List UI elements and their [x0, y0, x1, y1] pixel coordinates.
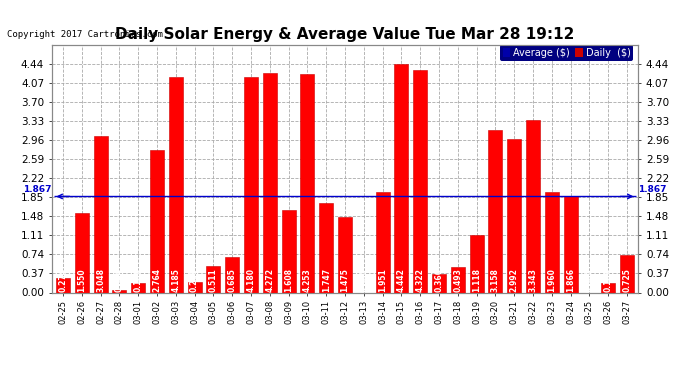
- Bar: [244, 77, 258, 292]
- Text: 0.366: 0.366: [435, 268, 444, 292]
- Text: 0.208: 0.208: [190, 268, 199, 292]
- Bar: [451, 267, 465, 292]
- Bar: [413, 70, 427, 292]
- Bar: [112, 290, 126, 292]
- Text: 0.000: 0.000: [585, 268, 594, 292]
- Text: 2.992: 2.992: [510, 268, 519, 292]
- Text: 0.511: 0.511: [209, 268, 218, 292]
- Text: 1.118: 1.118: [472, 268, 481, 292]
- Text: 4.322: 4.322: [415, 268, 424, 292]
- Bar: [469, 235, 484, 292]
- Text: 0.186: 0.186: [134, 268, 143, 292]
- Bar: [507, 138, 521, 292]
- Text: 0.725: 0.725: [622, 268, 631, 292]
- Bar: [564, 196, 578, 292]
- Text: 1.550: 1.550: [77, 268, 86, 292]
- Bar: [601, 283, 615, 292]
- Bar: [432, 274, 446, 292]
- Text: 3.343: 3.343: [529, 268, 538, 292]
- Legend: Average ($), Daily  ($): Average ($), Daily ($): [500, 45, 633, 61]
- Bar: [94, 136, 108, 292]
- Text: 3.048: 3.048: [96, 268, 105, 292]
- Text: 1.960: 1.960: [547, 268, 556, 292]
- Bar: [300, 74, 315, 292]
- Bar: [282, 210, 295, 292]
- Text: Copyright 2017 Cartronics.com: Copyright 2017 Cartronics.com: [7, 30, 163, 39]
- Bar: [56, 278, 70, 292]
- Bar: [395, 64, 408, 292]
- Bar: [75, 213, 89, 292]
- Bar: [544, 192, 559, 292]
- Text: 0.685: 0.685: [228, 268, 237, 292]
- Bar: [263, 73, 277, 292]
- Text: 4.180: 4.180: [246, 268, 255, 292]
- Text: 0.274: 0.274: [59, 268, 68, 292]
- Text: 4.253: 4.253: [303, 268, 312, 292]
- Bar: [526, 120, 540, 292]
- Bar: [131, 283, 146, 292]
- Bar: [489, 130, 502, 292]
- Title: Daily Solar Energy & Average Value Tue Mar 28 19:12: Daily Solar Energy & Average Value Tue M…: [115, 27, 575, 42]
- Text: 1.951: 1.951: [378, 268, 387, 292]
- Text: 1.866: 1.866: [566, 268, 575, 292]
- Text: 4.272: 4.272: [266, 268, 275, 292]
- Bar: [338, 217, 352, 292]
- Text: 1.867: 1.867: [23, 185, 52, 194]
- Text: 1.747: 1.747: [322, 268, 331, 292]
- Text: 0.000: 0.000: [359, 268, 368, 292]
- Bar: [188, 282, 201, 292]
- Bar: [206, 266, 221, 292]
- Bar: [375, 192, 390, 292]
- Text: 4.442: 4.442: [397, 268, 406, 292]
- Text: 0.186: 0.186: [604, 268, 613, 292]
- Bar: [620, 255, 634, 292]
- Text: 2.764: 2.764: [152, 268, 161, 292]
- Text: 4.185: 4.185: [171, 268, 180, 292]
- Bar: [319, 202, 333, 292]
- Text: 3.158: 3.158: [491, 268, 500, 292]
- Bar: [225, 257, 239, 292]
- Text: 0.493: 0.493: [453, 268, 462, 292]
- Bar: [169, 77, 183, 292]
- Text: 0.044: 0.044: [115, 268, 124, 292]
- Text: 1.867: 1.867: [638, 185, 667, 194]
- Bar: [150, 150, 164, 292]
- Text: 1.608: 1.608: [284, 268, 293, 292]
- Text: 1.475: 1.475: [340, 268, 350, 292]
